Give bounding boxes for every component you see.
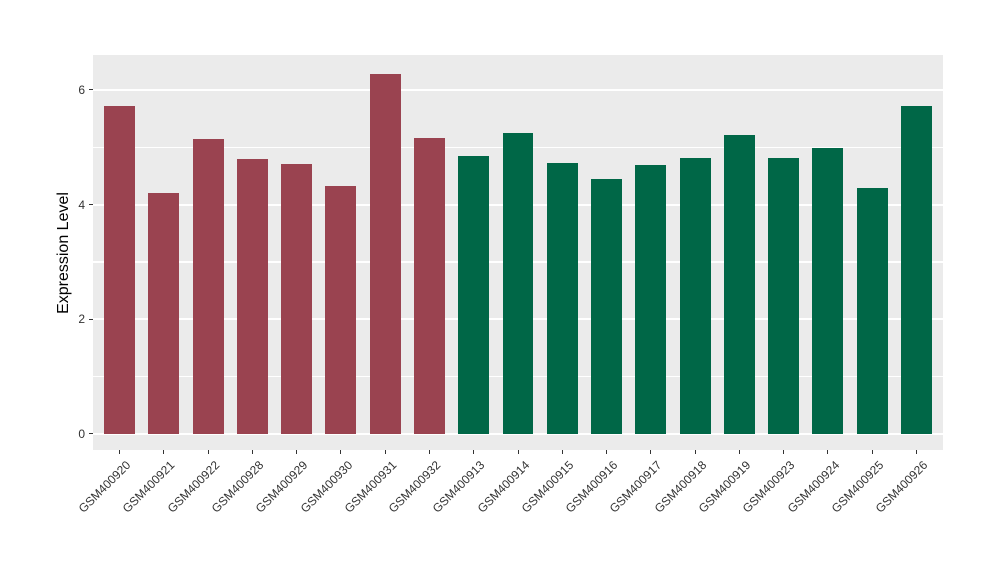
x-tick-mark xyxy=(606,450,608,454)
x-tick-mark xyxy=(340,450,342,454)
bar xyxy=(856,188,888,434)
x-tick-mark xyxy=(296,450,298,454)
x-tick-mark xyxy=(384,450,386,454)
y-tick-label: 4 xyxy=(78,197,85,212)
y-tick-mark xyxy=(89,433,93,435)
x-tick-mark xyxy=(871,450,873,454)
y-tick-label: 6 xyxy=(78,82,85,97)
x-tick-mark xyxy=(251,450,253,454)
x-tick-mark xyxy=(783,450,785,454)
bar xyxy=(413,137,445,434)
bar xyxy=(458,156,490,434)
y-tick-label: 2 xyxy=(78,312,85,327)
x-tick-mark xyxy=(827,450,829,454)
bar xyxy=(900,106,932,434)
gridline-major xyxy=(93,432,943,435)
bar xyxy=(369,74,401,434)
x-tick-mark xyxy=(915,450,917,454)
bar xyxy=(325,185,357,434)
bar xyxy=(768,158,800,434)
x-tick-mark xyxy=(163,450,165,454)
bar xyxy=(104,106,136,434)
plot-panel xyxy=(93,55,943,450)
bar xyxy=(591,179,623,434)
x-tick-mark xyxy=(517,450,519,454)
x-tick-mark xyxy=(738,450,740,454)
x-tick-mark xyxy=(650,450,652,454)
y-tick-mark xyxy=(89,318,93,320)
x-tick-mark xyxy=(428,450,430,454)
gridline-major xyxy=(93,88,943,91)
bar xyxy=(192,138,224,434)
x-tick-mark xyxy=(119,450,121,454)
bar xyxy=(635,165,667,434)
bar xyxy=(546,163,578,434)
bar xyxy=(679,158,711,434)
x-tick-mark xyxy=(694,450,696,454)
bar xyxy=(236,158,268,434)
bar xyxy=(502,132,534,434)
y-tick-label: 0 xyxy=(78,426,85,441)
y-tick-mark xyxy=(89,204,93,206)
x-tick-mark xyxy=(473,450,475,454)
bar xyxy=(812,148,844,434)
x-tick-mark xyxy=(561,450,563,454)
bar xyxy=(723,135,755,434)
y-tick-mark xyxy=(89,89,93,91)
x-tick-mark xyxy=(207,450,209,454)
bar xyxy=(281,164,313,434)
bar xyxy=(148,193,180,434)
